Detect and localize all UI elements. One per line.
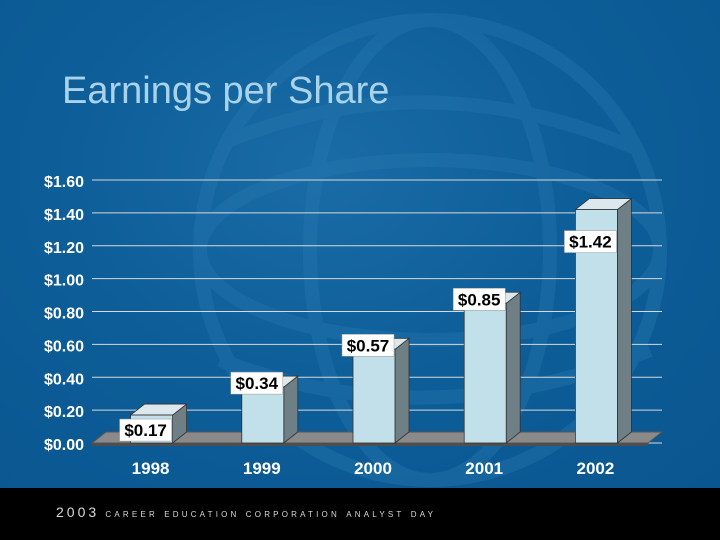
y-tick-label: $0.40	[44, 371, 84, 388]
x-tick-label: 1998	[132, 459, 170, 478]
x-tick-label: 2002	[576, 459, 614, 478]
data-label-box	[119, 418, 172, 442]
data-label: $1.42	[569, 233, 612, 252]
bar-side	[617, 197, 632, 444]
data-label-box	[564, 230, 617, 253]
x-tick-label: 2001	[465, 459, 503, 478]
y-tick-label: $0.20	[44, 404, 84, 421]
data-label-box	[230, 371, 284, 395]
y-tick-label: $0.00	[44, 437, 84, 454]
footer-event-name: CAREER EDUCATION CORPORATION ANALYST DAY	[105, 508, 437, 520]
data-label-box	[452, 288, 506, 311]
bar-side	[394, 337, 410, 444]
x-tick-label: 2000	[354, 459, 392, 478]
y-tick-label: $1.20	[44, 240, 84, 257]
slide-background: Earnings per Share $0.00 $0.20 $0.40 $0.60 $…	[0, 0, 720, 488]
bar	[352, 348, 396, 444]
footer-bar: 2003 CAREER EDUCATION CORPORATION ANALYS…	[0, 488, 720, 540]
bar-side	[505, 291, 521, 444]
data-label-box	[341, 334, 395, 357]
data-label: $0.85	[458, 290, 501, 309]
bar	[241, 386, 285, 444]
bar	[463, 302, 507, 444]
y-tick-label: $0.60	[44, 338, 84, 355]
footer-year: 2003	[56, 504, 100, 520]
y-tick-label: $1.60	[44, 174, 84, 191]
data-label: $0.57	[347, 336, 390, 355]
bar-side	[283, 375, 299, 444]
data-label: $0.17	[124, 421, 167, 440]
chart-floor-edge	[92, 443, 648, 446]
footer-caption: 2003 CAREER EDUCATION CORPORATION ANALYS…	[56, 504, 436, 520]
data-label: $0.34	[236, 374, 279, 393]
y-tick-label: $1.00	[44, 273, 84, 290]
y-tick-label: $1.40	[44, 207, 84, 224]
x-tick-label: 1999	[243, 459, 281, 478]
eps-bar-chart: $0.00 $0.20 $0.40 $0.60 $0.80 $1.00 $1.20 $1.40…	[44, 174, 664, 478]
y-tick-label: $0.80	[44, 306, 84, 323]
slide-title: Earnings per Share	[62, 70, 390, 112]
